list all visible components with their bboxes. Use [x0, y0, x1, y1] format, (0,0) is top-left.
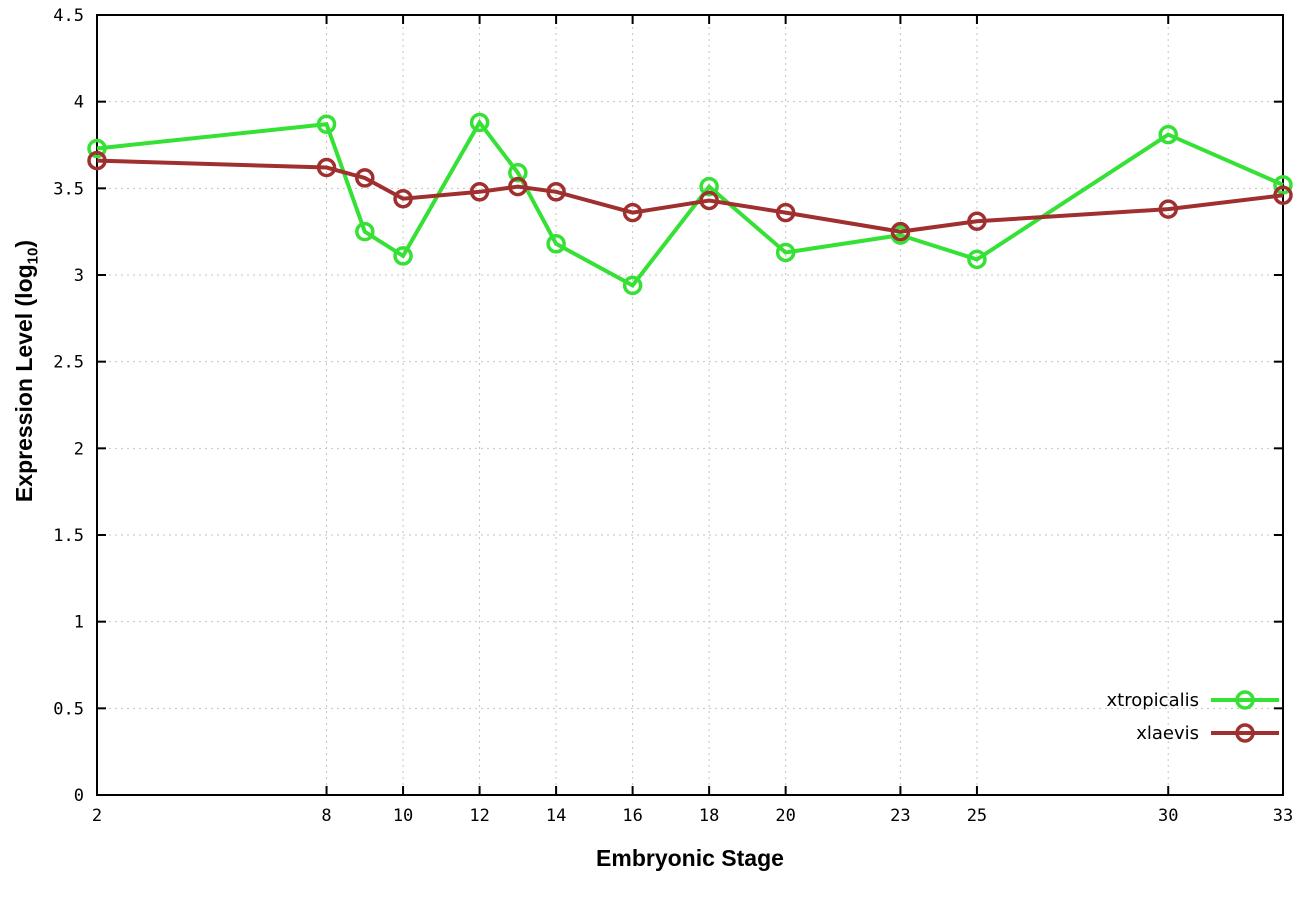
data-point-xlaevis	[967, 211, 987, 232]
data-point-xlaevis	[622, 202, 643, 223]
x-tick-label: 25	[967, 806, 987, 826]
data-point-xtropicalis	[508, 162, 528, 183]
data-point-xtropicalis	[87, 138, 107, 159]
x-tick-label: 10	[393, 806, 413, 826]
x-tick-label: 14	[546, 806, 566, 826]
data-point-xlaevis	[355, 168, 375, 188]
y-axis-label-subscript: 10	[24, 247, 42, 265]
data-point-xlaevis	[1158, 199, 1178, 219]
y-tick-label: 4.5	[53, 6, 84, 26]
y-tick-label: 4	[74, 93, 84, 113]
data-point-xtropicalis	[469, 112, 490, 133]
x-tick-label: 30	[1158, 806, 1178, 826]
x-tick-label: 20	[775, 806, 795, 826]
x-tick-label: 33	[1273, 806, 1293, 826]
data-point-xlaevis	[508, 176, 528, 197]
data-point-xlaevis	[699, 190, 719, 211]
x-tick-label: 18	[699, 806, 719, 826]
data-point-xlaevis	[546, 182, 566, 202]
x-axis-label: Embryonic Stage	[596, 845, 784, 871]
x-tick-label: 23	[890, 806, 910, 826]
data-point-xtropicalis	[355, 221, 375, 242]
x-tick-label: 2	[92, 806, 102, 826]
data-point-xtropicalis	[393, 246, 413, 266]
y-tick-label: 3.5	[53, 179, 84, 199]
data-point-xtropicalis	[967, 249, 987, 270]
data-point-xlaevis	[393, 188, 413, 209]
data-point-xlaevis	[316, 157, 337, 178]
series-line-xlaevis	[96, 158, 1284, 234]
data-point-xtropicalis	[622, 275, 643, 296]
y-tick-label: 2.5	[53, 353, 84, 373]
plot-border	[96, 14, 1284, 796]
y-tick-label: 0	[74, 786, 84, 806]
data-point-xlaevis	[469, 182, 490, 202]
y-axis-label-text: Expression Level (log	[11, 264, 37, 503]
x-tick-label: 12	[469, 806, 489, 826]
data-point-xtropicalis	[546, 234, 566, 254]
legend-label-xtropicalis: xtropicalis	[1107, 690, 1199, 711]
data-point-xlaevis	[890, 221, 911, 242]
y-tick-label: 2	[74, 439, 84, 459]
y-tick-label: 1.5	[53, 526, 84, 546]
data-point-xtropicalis	[1158, 124, 1178, 145]
x-tick-label: 8	[321, 806, 331, 826]
data-point-xlaevis	[1273, 185, 1293, 206]
y-axis-label-close: )	[11, 239, 37, 248]
legend-label-xlaevis: xlaevis	[1136, 723, 1199, 744]
data-point-xtropicalis	[316, 114, 337, 134]
legend-marker-xtropicalis	[1235, 690, 1255, 710]
x-tick-label: 16	[622, 806, 642, 826]
data-point-xtropicalis	[1273, 175, 1293, 195]
data-point-xtropicalis	[699, 176, 719, 197]
y-tick-label: 3	[74, 266, 84, 286]
y-axis-label: Expression Level (log10)	[11, 121, 42, 621]
legend-marker-xlaevis	[1235, 723, 1255, 743]
data-point-xtropicalis	[775, 242, 796, 263]
y-tick-label: 0.5	[53, 699, 84, 719]
data-point-xlaevis	[775, 202, 796, 223]
data-point-xlaevis	[87, 150, 107, 171]
y-tick-label: 1	[74, 613, 84, 633]
